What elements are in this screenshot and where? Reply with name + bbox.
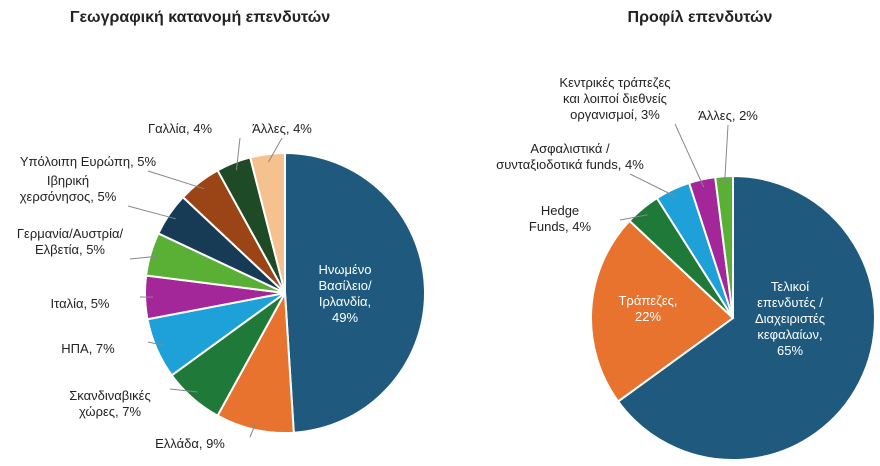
slice-label: Τελικοί επενδυτές / Διαχειριστές κεφαλαίων,… — [755, 279, 825, 358]
leader-line — [619, 214, 648, 221]
leader-line — [674, 123, 705, 188]
leader-line — [235, 137, 241, 171]
leader-line — [127, 205, 176, 220]
slice-label: Hedge Funds, 4% — [529, 203, 592, 234]
slice-label: Κεντρικές τράπεζες και λοιποί διεθνείς οργ… — [559, 75, 670, 122]
slice-label: Υπόλοιπη Ευρώπη, 5% — [20, 154, 157, 169]
leader-line — [724, 124, 729, 185]
slice-label: Γαλλία, 4% — [148, 121, 213, 136]
slice-label: Ιβηρική χερσόνησος, 5% — [20, 173, 117, 204]
slice-label: Άλλες, 4% — [252, 121, 312, 136]
pie-slice — [616, 174, 876, 461]
slice-label: Ελλάδα, 9% — [155, 436, 225, 451]
slice-label: Ηνωμένο Βασίλειο/Ιρλανδία, 49% — [318, 262, 372, 325]
leader-line — [249, 421, 257, 438]
chart-title: Προφίλ επενδυτών — [628, 9, 773, 26]
slice-label: Τράπεζες, 22% — [618, 293, 677, 324]
leader-line — [268, 137, 283, 163]
leader-line — [147, 170, 205, 190]
pie-slice — [248, 151, 286, 294]
leader-line — [169, 388, 198, 393]
slice-label: Σκανδιναβικές χώρες, 7% — [69, 388, 150, 419]
pie-slice — [714, 174, 734, 319]
slice-label: Ιταλία, 5% — [51, 296, 110, 311]
leader-line — [629, 173, 677, 198]
slice-label: Γερμανία/Αυστρία/Ελβετία, 5% — [17, 226, 124, 257]
leader-line — [147, 341, 164, 346]
slice-label: ΗΠΑ, 7% — [61, 341, 115, 356]
pie-slice — [284, 151, 426, 434]
chart-title: Γεωγραφική κατανομή επενδυτών — [70, 9, 330, 26]
pie-slice — [216, 289, 295, 434]
slice-label: Άλλες, 2% — [698, 108, 758, 123]
pie-slice — [590, 219, 735, 403]
slice-label: Ασφαλιστικά / συνταξιοδοτικά funds, 4% — [496, 141, 644, 172]
leader-line — [129, 255, 159, 260]
